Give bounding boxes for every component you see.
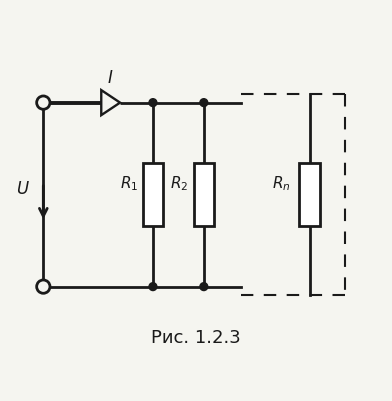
Text: $I$: $I$ <box>107 69 114 87</box>
Text: $R_1$: $R_1$ <box>120 174 138 193</box>
FancyBboxPatch shape <box>299 163 320 226</box>
Text: $R_2$: $R_2$ <box>171 174 189 193</box>
Text: $R_n$: $R_n$ <box>272 174 290 193</box>
Text: $U$: $U$ <box>16 180 30 198</box>
FancyBboxPatch shape <box>143 163 163 226</box>
Text: Рис. 1.2.3: Рис. 1.2.3 <box>151 328 241 346</box>
FancyBboxPatch shape <box>194 163 214 226</box>
Circle shape <box>149 283 157 291</box>
Circle shape <box>200 99 208 107</box>
Circle shape <box>37 96 50 109</box>
Circle shape <box>149 99 157 107</box>
Circle shape <box>200 283 208 291</box>
Circle shape <box>37 280 50 293</box>
